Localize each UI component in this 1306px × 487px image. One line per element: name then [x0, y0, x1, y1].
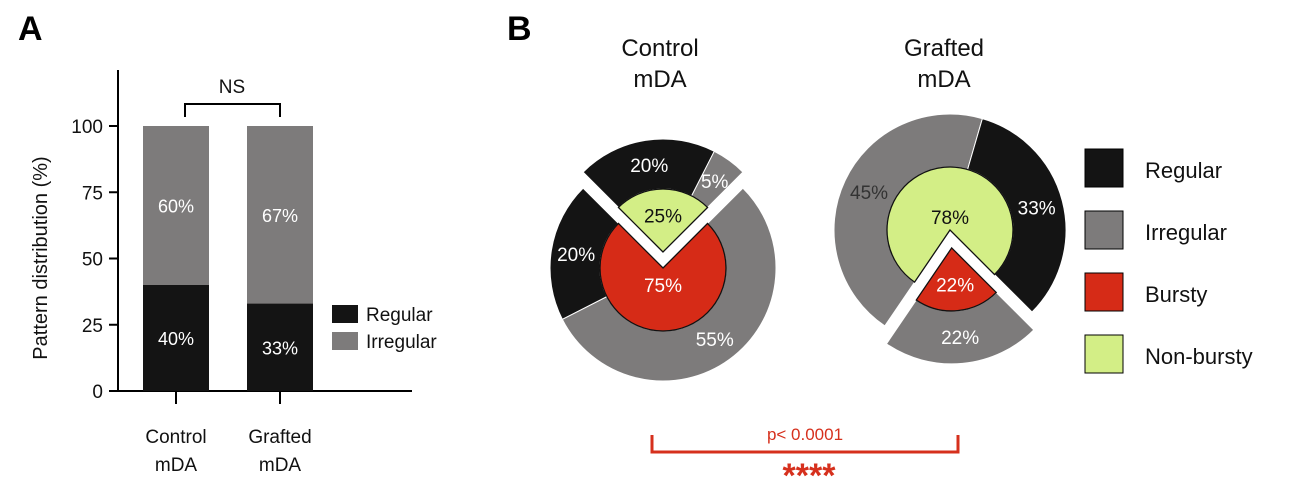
legend-b-swatch-regular	[1084, 148, 1124, 188]
legend-b-label-irregular: Irregular	[1145, 220, 1227, 245]
outer-value-label: 55%	[696, 330, 734, 351]
legend-b-swatch-non-bursty	[1084, 334, 1124, 374]
panel-a-letter: A	[18, 10, 43, 48]
pie-title: mDA	[917, 66, 970, 93]
outer-value-label: 33%	[1018, 199, 1056, 220]
y-tick-label: 50	[82, 250, 103, 271]
legend-b-label-bursty: Bursty	[1145, 282, 1207, 307]
x-tick-label: Control	[145, 427, 206, 448]
pie-group-non-bursty: 20% 5% 25%	[582, 138, 744, 253]
inner-value-label: 75%	[644, 276, 682, 297]
p-value-label: p< 0.0001	[767, 425, 843, 444]
legend-b-swatch-irregular	[1084, 210, 1124, 250]
bar-irregular	[247, 126, 313, 304]
outer-value-label: 20%	[630, 156, 668, 177]
bar-value-label: 60%	[158, 197, 194, 217]
legend-a-swatch-irregular	[332, 332, 358, 350]
inner-value-label: 22%	[936, 275, 974, 296]
pie-legend: Regular Irregular Bursty Non-bursty	[1084, 148, 1253, 374]
inner-segment-bursty	[599, 222, 727, 332]
inner-value-label: 78%	[931, 208, 969, 229]
outer-value-label: 22%	[941, 328, 979, 349]
outer-value-label: 5%	[701, 172, 729, 193]
legend-b-label-non-bursty: Non-bursty	[1145, 344, 1253, 369]
pie-group-non-bursty: 45% 33% 78%	[833, 113, 1067, 327]
outer-value-label: 45%	[850, 183, 888, 204]
pie-title: mDA	[633, 66, 686, 93]
panel-b-letter: B	[507, 10, 532, 48]
bracket-line	[650, 435, 960, 454]
y-axis-title: Pattern distribution (%)	[30, 156, 52, 359]
bar-value-label: 40%	[158, 329, 194, 349]
y-tick-label: 0	[92, 382, 103, 403]
y-tick-label: 75	[82, 183, 103, 204]
outer-value-label: 20%	[557, 245, 595, 266]
ns-label: NS	[219, 77, 245, 98]
legend-b-label-regular: Regular	[1145, 158, 1222, 183]
legend-a-swatch-regular	[332, 305, 358, 323]
significance-bracket: p< 0.0001 ****	[650, 425, 960, 487]
x-tick-label: Grafted	[248, 427, 311, 448]
ns-bracket	[184, 103, 281, 117]
bar-regular	[143, 285, 209, 391]
stacked-bar-chart: 0 25 50 75 100 Pattern distribution (%) 40% 60%…	[30, 70, 437, 476]
pie-title: Grafted	[904, 35, 984, 62]
significance-stars: ****	[783, 457, 837, 487]
grafted-pie-chart: Grafted mDA 22% 22% 45% 33% 78%	[833, 35, 1067, 365]
y-tick-label: 25	[82, 316, 103, 337]
control-pie-chart: Control mDA 20% 5% 25% 55% 20% 75%	[549, 35, 777, 382]
pie-title: Control	[621, 35, 698, 62]
pie-group-bursty: 55% 20% 75%	[549, 187, 777, 382]
x-tick-label: mDA	[259, 455, 302, 476]
legend-a-label-irregular: Irregular	[366, 332, 437, 353]
inner-segment-non-bursty	[617, 188, 709, 253]
bar-regular	[247, 303, 313, 391]
pie-group-bursty: 22% 22%	[885, 246, 1035, 365]
y-tick-label: 100	[71, 117, 103, 138]
inner-segment-bursty	[915, 246, 998, 312]
legend-a-label-regular: Regular	[366, 305, 433, 326]
bar-value-label: 67%	[262, 206, 298, 226]
x-tick-label: mDA	[155, 455, 198, 476]
bar-value-label: 33%	[262, 338, 298, 358]
inner-value-label: 25%	[644, 206, 682, 227]
bar-irregular	[143, 126, 209, 285]
legend-b-swatch-bursty	[1084, 272, 1124, 312]
inner-segment-non-bursty	[886, 166, 1014, 284]
